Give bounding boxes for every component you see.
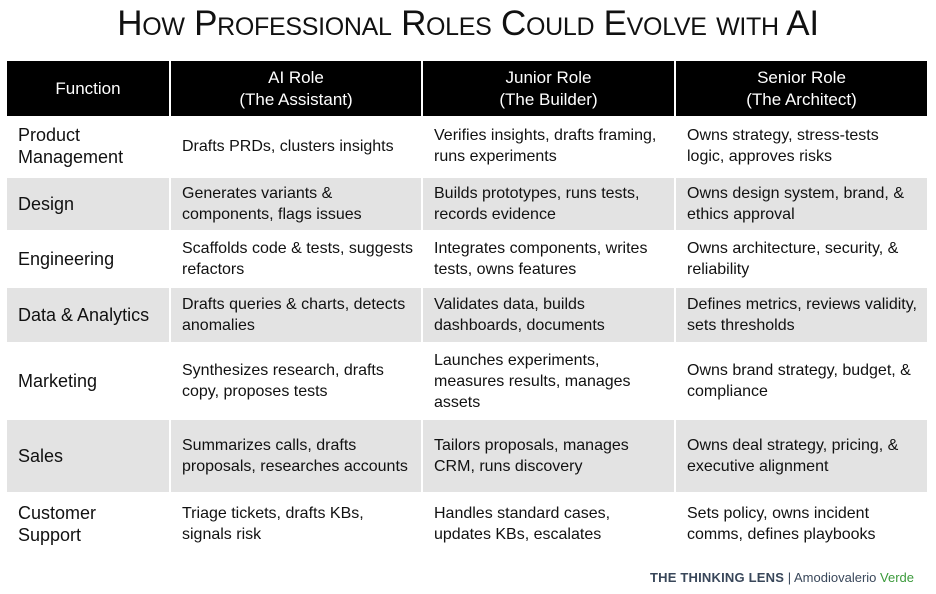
junior-role-cell: Validates data, builds dashboards, docum… (422, 286, 676, 343)
ai-role-cell: Drafts PRDs, clusters insights (170, 116, 423, 177)
header-senior-role-sublabel: (The Architect) (746, 89, 857, 109)
table-row: Marketing Synthesizes research, drafts c… (7, 342, 927, 419)
header-senior-role: Senior Role (The Architect) (675, 61, 927, 116)
senior-role-cell: Sets policy, owns incident comms, define… (675, 492, 927, 553)
ai-role-cell: Drafts queries & charts, detects anomali… (170, 286, 423, 343)
table-row: Customer Support Triage tickets, drafts … (7, 492, 927, 553)
function-cell: Product Management (7, 116, 171, 177)
header-function-label: Function (55, 78, 121, 98)
function-cell: Customer Support (7, 492, 171, 553)
header-ai-role-sublabel: (The Assistant) (239, 89, 353, 109)
senior-role-cell: Owns strategy, stress-tests logic, appro… (675, 116, 927, 177)
senior-role-cell: Owns design system, brand, & ethics appr… (675, 176, 927, 231)
ai-role-cell: Synthesizes research, drafts copy, propo… (170, 342, 423, 419)
junior-role-cell: Verifies insights, drafts framing, runs … (422, 116, 676, 177)
junior-role-cell: Integrates components, writes tests, own… (422, 230, 676, 287)
roles-table: Function AI Role (The Assistant) Junior … (7, 61, 927, 553)
footer-separator: | (787, 570, 792, 585)
junior-role-cell: Launches experiments, measures results, … (422, 342, 676, 419)
ai-role-cell: Summarizes calls, drafts proposals, rese… (170, 418, 423, 493)
header-junior-role-label: Junior Role (505, 67, 592, 87)
senior-role-cell: Owns brand strategy, budget, & complianc… (675, 342, 927, 419)
footer-author-accent: Verde (880, 570, 914, 585)
header-ai-role: AI Role (The Assistant) (170, 61, 423, 116)
header-senior-role-label: Senior Role (757, 67, 846, 87)
senior-role-cell: Defines metrics, reviews validity, sets … (675, 286, 927, 343)
table-header-row: Function AI Role (The Assistant) Junior … (7, 61, 927, 116)
header-ai-role-label: AI Role (268, 67, 324, 87)
junior-role-cell: Builds prototypes, runs tests, records e… (422, 176, 676, 231)
table-row: Product Management Drafts PRDs, clusters… (7, 116, 927, 177)
function-cell: Data & Analytics (7, 286, 171, 343)
table-row: Design Generates variants & components, … (7, 176, 927, 231)
junior-role-cell: Tailors proposals, manages CRM, runs dis… (422, 418, 676, 493)
function-cell: Sales (7, 418, 171, 493)
header-function: Function (7, 61, 171, 116)
table-row: Data & Analytics Drafts queries & charts… (7, 286, 927, 343)
function-cell: Marketing (7, 342, 171, 419)
table-row: Engineering Scaffolds code & tests, sugg… (7, 230, 927, 287)
footer-author: Amodiovalerio (794, 570, 877, 585)
senior-role-cell: Owns deal strategy, pricing, & executive… (675, 418, 927, 493)
ai-role-cell: Generates variants & components, flags i… (170, 176, 423, 231)
table-row: Sales Summarizes calls, drafts proposals… (7, 418, 927, 493)
page-title: How Professional Roles Could Evolve with… (117, 4, 819, 43)
senior-role-cell: Owns architecture, security, & reliabili… (675, 230, 927, 287)
footer-brand: THE THINKING LENS (649, 570, 785, 585)
header-junior-role-sublabel: (The Builder) (499, 89, 598, 109)
ai-role-cell: Scaffolds code & tests, suggests refacto… (170, 230, 423, 287)
function-cell: Engineering (7, 230, 171, 287)
footer-credit: THE THINKING LENS | Amodiovalerio Verde (650, 569, 914, 587)
ai-role-cell: Triage tickets, drafts KBs, signals risk (170, 492, 423, 553)
function-cell: Design (7, 176, 171, 231)
header-junior-role: Junior Role (The Builder) (422, 61, 676, 116)
junior-role-cell: Handles standard cases, updates KBs, esc… (422, 492, 676, 553)
